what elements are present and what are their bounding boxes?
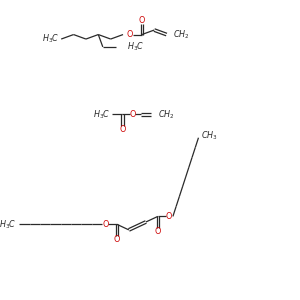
Text: O: O: [114, 235, 120, 244]
Text: $CH_2$: $CH_2$: [173, 28, 190, 41]
Text: O: O: [139, 16, 145, 25]
Text: O: O: [166, 212, 172, 221]
Text: $H_3C$: $H_3C$: [93, 108, 110, 121]
Text: O: O: [103, 220, 109, 229]
Text: $CH_3$: $CH_3$: [201, 130, 218, 142]
Text: $CH_2$: $CH_2$: [158, 108, 175, 121]
Text: $H_3C$: $H_3C$: [42, 33, 59, 45]
Text: O: O: [155, 227, 161, 236]
Text: O: O: [119, 125, 125, 134]
Text: O: O: [130, 110, 136, 119]
Text: $H_3C$: $H_3C$: [0, 218, 16, 231]
Text: O: O: [126, 30, 133, 39]
Text: $H_3C$: $H_3C$: [127, 41, 145, 53]
